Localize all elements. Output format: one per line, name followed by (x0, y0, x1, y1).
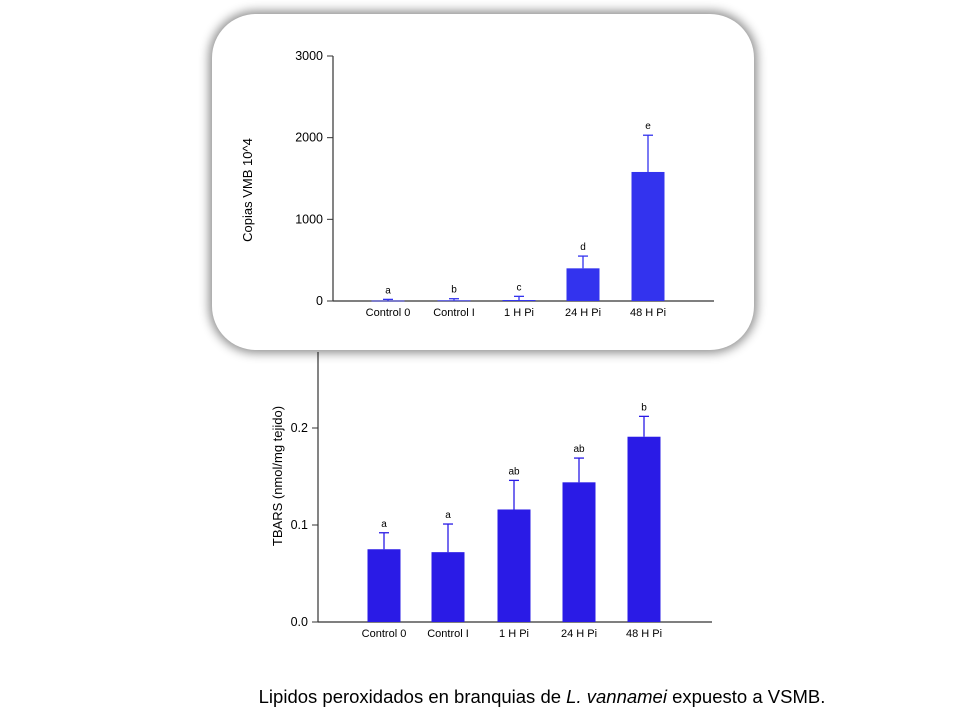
tbars-x-tick-label: 1 H Pi (499, 628, 529, 640)
tbars-bar (562, 482, 596, 622)
tbars-y-tick-label: 0.0 (291, 615, 308, 629)
copies-significance-label: b (451, 285, 457, 296)
copies-y-axis-label: Copias VMB 10^4 (240, 138, 255, 242)
copies-x-tick-label: Control 0 (366, 307, 411, 319)
tbars-y-tick-label: 0.1 (291, 518, 308, 532)
copies-significance-label: a (385, 285, 391, 296)
copies-bar (502, 300, 536, 301)
tbars-x-tick-label: Control 0 (362, 628, 407, 640)
copies-significance-label: d (580, 242, 586, 253)
tbars-y-axis-label: TBARS (nmol/mg tejido) (270, 406, 285, 546)
tbars-y-tick-label: 0.2 (291, 421, 308, 435)
copies-x-tick-label: 48 H Pi (630, 307, 666, 319)
tbars-bar (497, 509, 531, 622)
caption-species: L. vannamei (566, 686, 667, 707)
copies-bar (371, 300, 405, 302)
tbars-bar (431, 552, 465, 622)
viral-copies-chart: 0 1000 2000 3000 Copias VMB 10^4 a Control 0 bC… (240, 49, 714, 319)
tbars-significance-label: ab (508, 466, 520, 477)
figure-caption: Lipidos peroxidados en branquias de L. v… (0, 686, 960, 708)
copies-bar (631, 171, 665, 301)
copies-bar (437, 300, 471, 302)
copies-y-tick-label: 0 (316, 294, 323, 308)
copies-significance-label: c (517, 282, 522, 293)
tbars-significance-label: b (641, 402, 647, 413)
copies-y-tick-label: 2000 (295, 131, 323, 145)
tbars-significance-label: ab (573, 444, 585, 455)
copies-y-tick-label: 3000 (295, 49, 323, 63)
copies-x-tick-label: 1 H Pi (504, 307, 534, 319)
tbars-x-tick-label: 24 H Pi (561, 628, 597, 640)
caption-prefix: Lipidos peroxidados en branquias de (258, 686, 567, 707)
tbars-x-tick-label: Control I (427, 628, 469, 640)
tbars-x-tick-label: 48 H Pi (626, 628, 662, 640)
tbars-bar (627, 436, 661, 622)
copies-significance-label: e (645, 121, 651, 132)
caption-suffix: expuesto a VSMB. (666, 686, 826, 707)
tbars-significance-label: a (381, 519, 387, 530)
copies-x-tick-label: Control I (433, 307, 475, 319)
copies-x-tick-label: 24 H Pi (565, 307, 601, 319)
tbars-bar (367, 549, 401, 622)
tbars-significance-label: a (445, 510, 451, 521)
copies-y-tick-label: 1000 (295, 212, 323, 226)
copies-bar (566, 268, 600, 301)
